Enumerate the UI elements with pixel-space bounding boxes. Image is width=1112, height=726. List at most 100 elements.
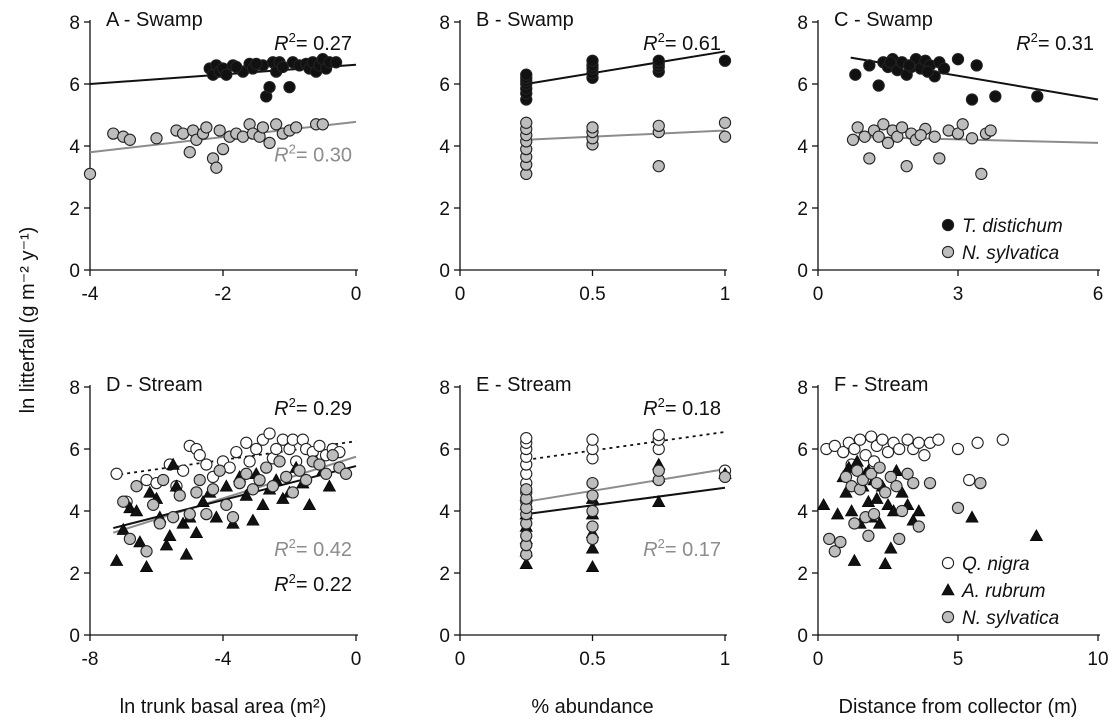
- y-tick-label: 6: [439, 440, 450, 461]
- data-point: [586, 476, 599, 490]
- data-point: [834, 535, 847, 549]
- data-point: [923, 476, 937, 490]
- data-point: [143, 485, 157, 498]
- data-point: [260, 461, 273, 474]
- data-point: [586, 520, 599, 533]
- series-t-distichum: [849, 53, 1044, 106]
- data-point: [912, 436, 925, 449]
- data-point: [206, 483, 220, 496]
- y-tick-label: 2: [439, 199, 450, 220]
- panel-title: D - Stream: [106, 374, 203, 396]
- data-point: [879, 486, 892, 499]
- data-point: [219, 479, 234, 492]
- data-point: [586, 54, 599, 67]
- data-point: [520, 116, 533, 129]
- data-point: [862, 529, 875, 542]
- data-point: [586, 121, 599, 134]
- data-point: [965, 510, 979, 523]
- data-point: [220, 68, 233, 81]
- data-point: [240, 436, 253, 449]
- x-tick-label: 0: [455, 284, 466, 305]
- r-squared-annotation: R2= 0.31: [1016, 30, 1094, 55]
- data-point: [863, 152, 876, 165]
- r-squared-annotation: R2= 0.61: [643, 30, 721, 55]
- y-tick-label: 4: [439, 502, 450, 523]
- data-point: [189, 525, 204, 538]
- y-tick-label: 4: [69, 502, 80, 523]
- data-point: [652, 494, 666, 507]
- data-point: [173, 489, 186, 502]
- y-tick-label: 0: [439, 626, 450, 647]
- data-point: [901, 433, 914, 446]
- data-point: [520, 431, 533, 445]
- data-point: [847, 553, 862, 566]
- data-point: [900, 159, 913, 173]
- data-point: [233, 476, 246, 490]
- series-n-sylvatica: [846, 118, 997, 181]
- panel-title: C - Swamp: [834, 9, 933, 31]
- series-q-nigra: [520, 428, 732, 508]
- data-point: [163, 528, 177, 542]
- x-tick-label: 0: [813, 284, 824, 305]
- panels: 0 2 4 6 8 -4 -2 0 A - Swamp R2= 0.27 R2= 0.30 0 2 4 6 8…: [69, 9, 1108, 718]
- data-point: [190, 486, 203, 499]
- data-point: [129, 504, 144, 517]
- legend-label: T. distichum: [962, 216, 1063, 237]
- data-point: [965, 93, 979, 106]
- data-point: [326, 449, 339, 462]
- series-n-sylvatica: [520, 116, 732, 181]
- data-point: [870, 491, 884, 504]
- data-point: [193, 473, 206, 487]
- data-point: [230, 60, 243, 74]
- data-point: [856, 473, 869, 487]
- data-point: [256, 121, 270, 134]
- y-tick-label: 0: [69, 261, 80, 282]
- x-tick-label: 3: [953, 284, 964, 305]
- data-point: [322, 479, 337, 492]
- data-point: [263, 80, 276, 94]
- data-point: [183, 146, 196, 159]
- x-tick-label: -8: [82, 649, 99, 670]
- legend-marker: [941, 245, 955, 259]
- data-point: [319, 467, 333, 480]
- data-point: [884, 541, 898, 554]
- legend-label: N. sylvatica: [962, 243, 1059, 264]
- x-tick-label: -4: [82, 284, 99, 305]
- legend: Q. nigra A. rubrum N. sylvatica: [941, 554, 1059, 629]
- data-point: [718, 54, 732, 67]
- data-point: [133, 535, 147, 548]
- data-point: [830, 507, 845, 520]
- data-point: [907, 476, 920, 490]
- data-point: [859, 449, 872, 462]
- panel-title: B - Swamp: [476, 9, 574, 31]
- legend-marker: [941, 610, 955, 624]
- data-point: [313, 439, 326, 453]
- data-point: [873, 461, 886, 474]
- fit-line-q-nigra: [526, 431, 726, 461]
- data-point: [585, 541, 600, 554]
- series-n-sylvatica: [83, 118, 329, 181]
- x-tick-label: 1: [720, 284, 731, 305]
- data-point: [890, 480, 903, 493]
- data-point: [289, 121, 303, 134]
- y-tick-label: 0: [797, 626, 808, 647]
- y-tick-label: 6: [69, 75, 80, 96]
- data-point: [140, 545, 153, 558]
- data-point: [652, 464, 665, 477]
- fit-line-n-sylvatica: [112, 455, 357, 534]
- y-tick-label: 8: [797, 378, 808, 399]
- data-point: [226, 511, 240, 524]
- panel-d: 0 2 4 6 8 -8 -4 0 D - Stream R2= 0.29 R2= 0.42 R2= …: [69, 374, 361, 718]
- data-point: [159, 538, 174, 551]
- legend-label: Q. nigra: [962, 554, 1030, 575]
- r-squared-annotation: R2= 0.42: [274, 536, 352, 561]
- data-point: [863, 59, 876, 72]
- series-a-rubrum: [816, 454, 1044, 569]
- legend-marker: [941, 218, 955, 232]
- data-point: [718, 130, 732, 143]
- data-point: [652, 54, 665, 67]
- data-point: [839, 470, 853, 484]
- data-point: [213, 464, 226, 477]
- panel-title: E - Stream: [476, 374, 572, 396]
- data-point: [876, 433, 889, 446]
